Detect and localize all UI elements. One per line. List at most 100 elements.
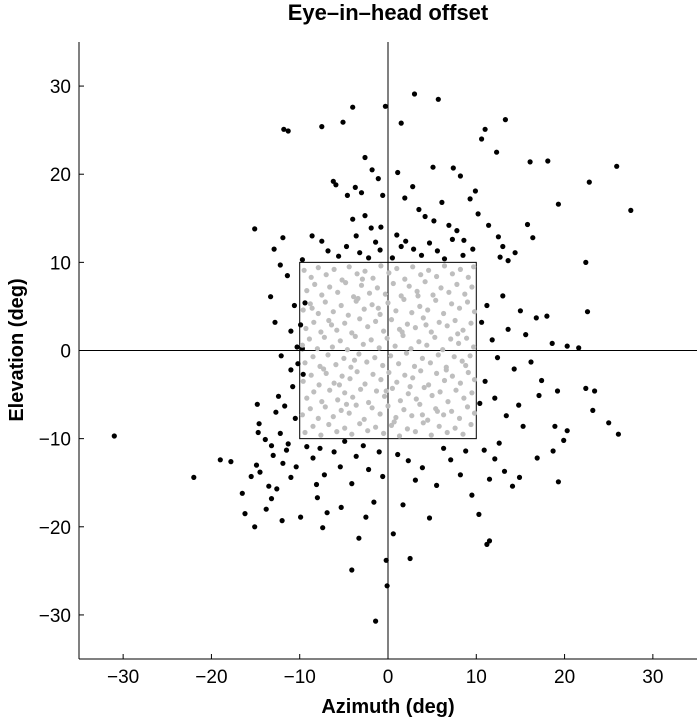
data-point bbox=[292, 415, 298, 421]
data-point bbox=[441, 445, 447, 451]
data-point bbox=[564, 343, 570, 349]
data-point bbox=[327, 387, 333, 393]
data-point bbox=[338, 302, 344, 309]
data-point bbox=[324, 510, 330, 516]
data-point bbox=[318, 432, 324, 438]
data-point bbox=[366, 466, 372, 473]
data-point bbox=[402, 276, 408, 282]
x-tick-label: 30 bbox=[642, 667, 663, 688]
data-point bbox=[345, 312, 351, 318]
data-point bbox=[307, 301, 313, 307]
data-point bbox=[283, 447, 290, 453]
data-point bbox=[416, 339, 422, 345]
data-point bbox=[555, 201, 562, 207]
data-point bbox=[386, 369, 392, 376]
data-point bbox=[416, 206, 422, 213]
data-point bbox=[431, 218, 437, 224]
data-point bbox=[576, 345, 582, 351]
data-point bbox=[517, 308, 524, 314]
data-point bbox=[586, 179, 592, 185]
data-point bbox=[315, 265, 321, 271]
data-point bbox=[373, 239, 379, 245]
data-point bbox=[253, 462, 260, 468]
data-point bbox=[436, 423, 442, 429]
data-point bbox=[437, 389, 443, 395]
data-point bbox=[448, 457, 454, 463]
data-point bbox=[357, 316, 363, 322]
x-tick-label: −10 bbox=[284, 667, 316, 688]
data-point bbox=[449, 301, 455, 307]
data-point bbox=[434, 370, 440, 376]
data-point bbox=[372, 355, 378, 361]
data-point bbox=[270, 452, 276, 458]
data-point bbox=[503, 413, 509, 419]
data-point bbox=[520, 423, 526, 429]
data-point bbox=[435, 352, 441, 358]
data-point bbox=[385, 403, 391, 409]
data-point bbox=[266, 483, 272, 489]
data-point bbox=[248, 473, 254, 480]
data-point bbox=[313, 481, 320, 488]
data-point bbox=[378, 224, 384, 230]
data-point bbox=[362, 213, 368, 219]
data-point bbox=[353, 402, 359, 408]
data-point bbox=[335, 289, 341, 295]
data-point bbox=[465, 369, 471, 376]
data-point bbox=[429, 392, 435, 399]
data-point bbox=[592, 388, 598, 394]
data-point bbox=[445, 399, 451, 405]
data-point bbox=[479, 136, 485, 142]
data-point bbox=[316, 382, 322, 388]
data-point bbox=[343, 401, 350, 407]
data-point bbox=[343, 243, 350, 250]
data-point bbox=[278, 353, 284, 359]
data-point bbox=[434, 248, 440, 254]
data-point bbox=[452, 425, 458, 431]
data-point bbox=[404, 321, 410, 327]
data-point bbox=[294, 344, 300, 350]
data-point bbox=[405, 391, 411, 397]
data-point bbox=[300, 307, 306, 313]
data-point bbox=[426, 240, 433, 246]
data-point bbox=[311, 319, 317, 325]
data-point bbox=[463, 448, 469, 454]
data-point bbox=[302, 360, 308, 366]
data-point bbox=[409, 310, 415, 316]
data-point bbox=[361, 306, 367, 312]
data-point bbox=[285, 441, 291, 447]
data-point bbox=[370, 275, 376, 281]
data-point bbox=[330, 414, 336, 420]
data-point bbox=[375, 305, 381, 311]
data-point bbox=[446, 222, 452, 228]
data-point bbox=[369, 302, 375, 308]
data-point bbox=[457, 173, 463, 179]
data-point bbox=[111, 433, 117, 439]
data-point bbox=[275, 393, 282, 399]
data-point bbox=[365, 324, 371, 330]
data-point bbox=[583, 385, 589, 391]
data-point bbox=[505, 326, 511, 332]
data-point bbox=[451, 354, 457, 360]
data-point bbox=[255, 429, 261, 436]
data-point bbox=[455, 331, 461, 337]
data-point bbox=[441, 377, 448, 384]
data-point bbox=[441, 310, 447, 317]
data-point bbox=[492, 456, 498, 462]
data-point bbox=[454, 281, 460, 287]
data-point bbox=[380, 362, 386, 369]
data-point bbox=[385, 300, 391, 306]
data-point bbox=[486, 476, 493, 482]
data-point bbox=[300, 371, 306, 377]
data-point bbox=[460, 252, 466, 258]
data-point bbox=[449, 408, 455, 414]
data-point bbox=[349, 330, 355, 336]
data-point bbox=[484, 302, 490, 309]
data-point bbox=[470, 246, 476, 252]
reference-lines bbox=[79, 42, 697, 659]
data-point bbox=[441, 256, 448, 262]
data-point bbox=[309, 305, 315, 311]
data-point bbox=[323, 370, 329, 376]
data-point bbox=[239, 490, 245, 496]
data-point bbox=[545, 158, 551, 164]
data-point bbox=[475, 211, 481, 217]
